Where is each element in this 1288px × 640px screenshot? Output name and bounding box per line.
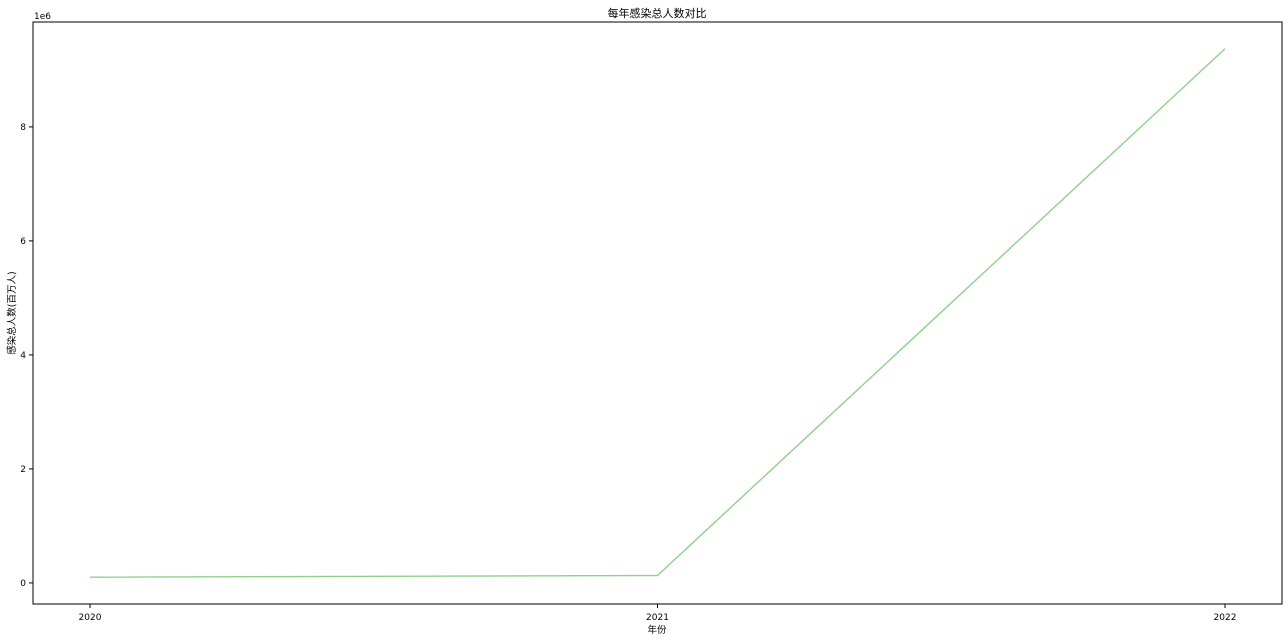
plot-area <box>32 21 1283 605</box>
x-axis: 2020 2021 2022 <box>79 604 1237 623</box>
y-axis: 0 2 4 6 8 <box>20 123 33 589</box>
y-tick-label: 8 <box>20 123 26 133</box>
x-tick-label: 2022 <box>1214 613 1237 623</box>
series-line <box>89 48 1226 578</box>
x-axis-label: 年份 <box>647 624 667 636</box>
y-offset-label: 1e6 <box>34 12 51 22</box>
x-tick-label: 2020 <box>79 613 102 623</box>
y-tick-label: 6 <box>20 237 26 247</box>
y-tick-label: 2 <box>20 465 26 475</box>
series-group <box>89 48 1226 578</box>
y-tick-label: 4 <box>20 351 26 361</box>
y-axis-label: 感染总人数(百万人) <box>6 271 18 354</box>
chart-title: 每年感染总人数对比 <box>608 6 707 20</box>
x-tick-label: 2021 <box>646 613 669 623</box>
y-tick-label: 0 <box>20 579 26 589</box>
